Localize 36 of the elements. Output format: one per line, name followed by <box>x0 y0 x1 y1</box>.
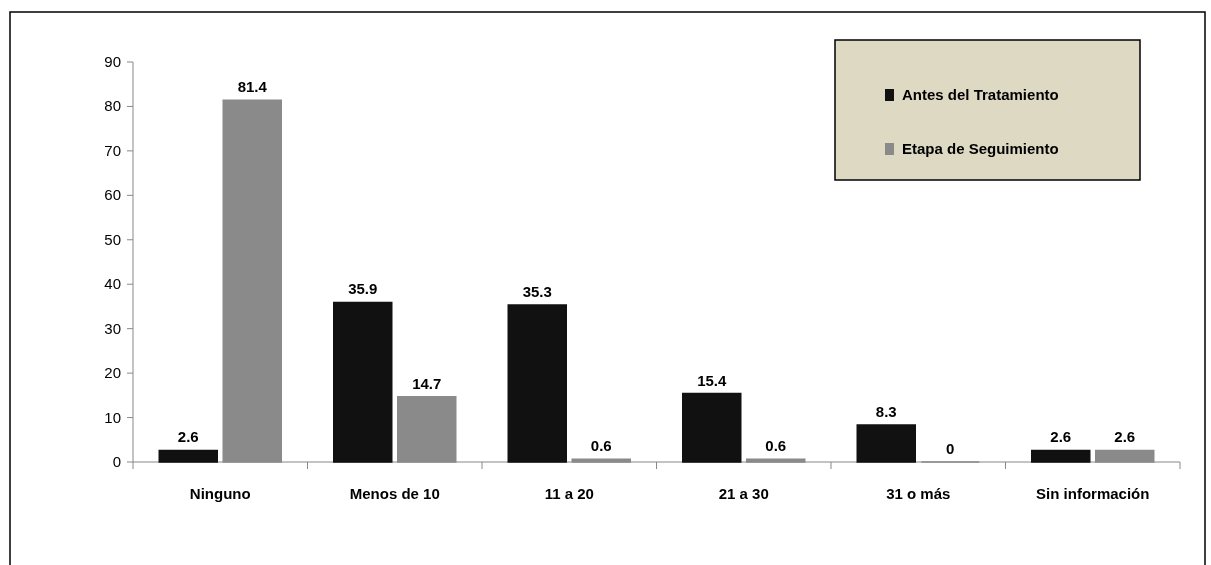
data-label: 35.9 <box>348 280 378 298</box>
y-tick-label: 70 <box>104 141 121 159</box>
data-label: 15.4 <box>697 371 727 389</box>
data-label: 14.7 <box>412 374 442 392</box>
y-tick-label: 30 <box>104 319 121 337</box>
data-label: 2.6 <box>177 428 199 446</box>
x-tick-label: Menos de 10 <box>349 485 440 502</box>
x-tick-label: Sin información <box>1036 485 1150 502</box>
data-label: 81.4 <box>237 78 268 96</box>
bar <box>682 392 742 463</box>
bar <box>507 304 567 463</box>
y-tick-label: 60 <box>104 186 121 204</box>
y-tick-label: 20 <box>104 364 121 382</box>
x-tick-label: Ninguno <box>189 485 251 502</box>
data-label: 2.6 <box>1050 428 1072 446</box>
data-label: 0 <box>946 440 955 457</box>
data-label: 8.3 <box>875 403 897 421</box>
data-label: 2.6 <box>1114 428 1136 446</box>
bar <box>158 449 218 463</box>
data-label: 0.6 <box>765 437 787 455</box>
data-label: 35.3 <box>522 283 552 301</box>
data-label: 0.6 <box>590 437 612 455</box>
x-tick-label: 11 a 20 <box>544 485 594 502</box>
y-tick-label: 80 <box>104 97 121 115</box>
bar <box>1031 449 1091 463</box>
legend-label: Antes del Tratamiento <box>902 86 1059 103</box>
y-tick-label: 90 <box>104 53 121 70</box>
legend-label: Etapa de Seguimiento <box>902 140 1059 157</box>
y-tick-label: 40 <box>104 275 121 293</box>
bar <box>333 301 393 463</box>
y-tick-label: 10 <box>104 408 121 426</box>
bar <box>856 424 916 463</box>
x-tick-label: 31 o más <box>886 485 951 502</box>
x-tick-label: 21 a 30 <box>718 485 769 502</box>
y-tick-label: 0 <box>112 453 121 470</box>
y-tick-label: 50 <box>104 230 121 248</box>
